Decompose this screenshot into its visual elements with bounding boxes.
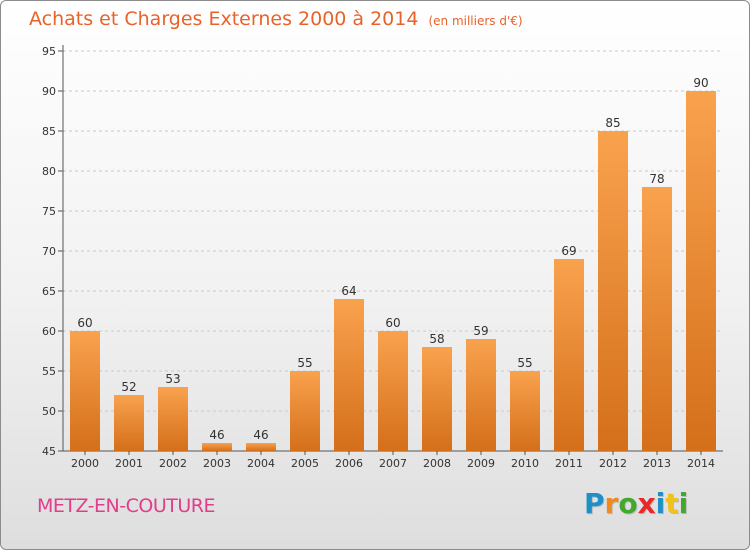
x-tick-label: 2001 [115,457,143,470]
labels: 45 50 55 60 65 70 75 80 85 90 95 2000 60 2001 52 2002 53… [42,45,715,470]
y-tick-label: 75 [42,205,56,218]
y-tick-label: 85 [42,125,56,138]
logo-letter: t [665,487,679,520]
x-tick-label: 2010 [511,457,539,470]
chart-unit: (en milliers d'€) [428,14,523,28]
x-tick-label: 2004 [247,457,275,470]
bar [598,131,628,451]
x-tick-label: 2009 [467,457,495,470]
bar [70,331,100,451]
y-tick-label: 65 [42,285,56,298]
x-tick-label: 2008 [423,457,451,470]
bar [554,259,584,451]
bar [466,339,496,451]
logo-letter: P [584,487,605,520]
x-tick-label: 2012 [599,457,627,470]
y-tick-label: 90 [42,85,56,98]
bar [290,371,320,451]
y-tick-label: 60 [42,325,56,338]
y-tick-label: 95 [42,45,56,58]
x-tick-label: 2013 [643,457,671,470]
bar [686,91,716,451]
y-tick-label: 45 [42,445,56,458]
logo-letter: i [655,487,666,520]
chart-title: Achats et Charges Externes 2000 à 2014 (e… [29,8,523,30]
x-tick-label: 2006 [335,457,363,470]
data-label: 60 [77,316,92,330]
y-tick-label: 50 [42,405,56,418]
data-label: 58 [429,332,444,346]
data-label: 64 [341,284,356,298]
y-tick-label: 55 [42,365,56,378]
commune-name: METZ-EN-COUTURE [37,495,215,517]
data-label: 90 [693,76,708,90]
proxiti-logo: Proxiti [584,487,688,520]
y-tick-label: 70 [42,245,56,258]
bar [246,443,276,451]
data-label: 53 [165,372,180,386]
data-label: 55 [297,356,312,370]
bar [158,387,188,451]
logo-letter: r [604,487,619,520]
logo-letter: i [678,487,689,520]
bar [114,395,144,451]
x-tick-label: 2002 [159,457,187,470]
bar [378,331,408,451]
bar [422,347,452,451]
bar [334,299,364,451]
data-label: 69 [561,244,576,258]
logo-letter: o [618,487,638,520]
bars [70,91,716,451]
data-label: 59 [473,324,488,338]
x-tick-label: 2014 [687,457,715,470]
data-label: 60 [385,316,400,330]
x-tick-label: 2005 [291,457,319,470]
data-label: 78 [649,172,664,186]
x-tick-label: 2003 [203,457,231,470]
data-label: 52 [121,380,136,394]
x-tick-label: 2007 [379,457,407,470]
data-label: 85 [605,116,620,130]
x-tick-label: 2000 [71,457,99,470]
chart-title-text: Achats et Charges Externes 2000 à 2014 [29,8,419,30]
data-label: 46 [253,428,268,442]
data-label: 55 [517,356,532,370]
bar [642,187,672,451]
bar [510,371,540,451]
x-tick-label: 2011 [555,457,583,470]
y-tick-label: 80 [42,165,56,178]
logo-letter: x [637,487,656,520]
data-label: 46 [209,428,224,442]
bar [202,443,232,451]
